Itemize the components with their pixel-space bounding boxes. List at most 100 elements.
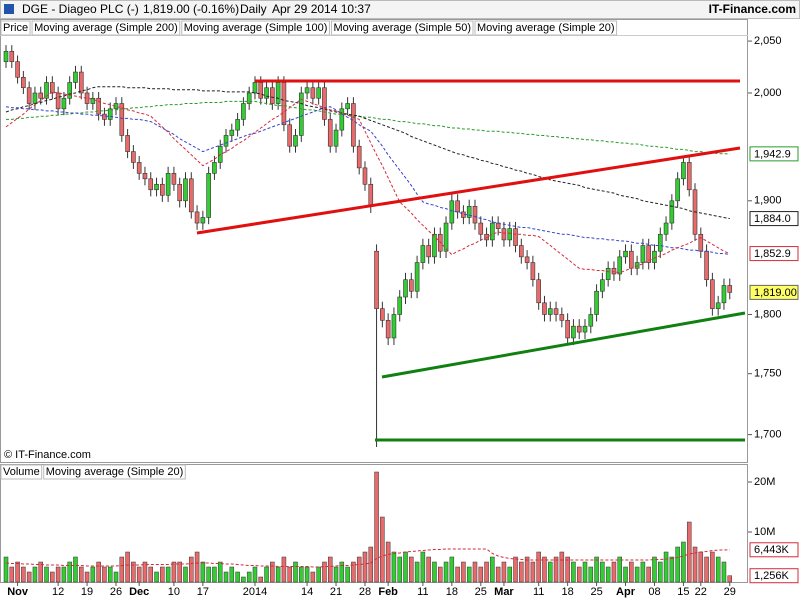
volume-bar bbox=[38, 561, 43, 583]
volume-bar bbox=[310, 571, 316, 583]
legend-entry: Moving average (Simple 200) bbox=[34, 22, 178, 34]
volume-bar bbox=[582, 561, 588, 583]
legend-box bbox=[43, 464, 186, 480]
volume-bar bbox=[200, 561, 206, 583]
candle-body bbox=[223, 135, 229, 147]
volume-bar bbox=[536, 551, 541, 583]
candle-body bbox=[206, 173, 211, 218]
moving-average-line bbox=[5, 548, 730, 568]
volume-bar bbox=[565, 556, 570, 583]
candle-body bbox=[432, 233, 437, 258]
volume-bar bbox=[391, 551, 397, 583]
volume-bar bbox=[258, 576, 264, 583]
candle-body bbox=[403, 279, 408, 298]
candle-body bbox=[530, 262, 536, 281]
candle-body bbox=[252, 82, 258, 94]
volume-bar bbox=[235, 571, 240, 583]
volume-bar bbox=[721, 561, 727, 583]
volume-bar bbox=[438, 566, 443, 583]
candle-body bbox=[449, 200, 455, 224]
volume-bar bbox=[322, 561, 327, 583]
volume-bar bbox=[44, 566, 49, 583]
volume-bar bbox=[333, 566, 339, 583]
x-tick-label: 2014 bbox=[243, 586, 267, 598]
candle-body bbox=[322, 87, 327, 120]
y-tick-label: 2,050 bbox=[754, 35, 782, 47]
candle-body bbox=[466, 206, 472, 218]
moving-average-line bbox=[5, 86, 730, 220]
candle-body bbox=[617, 256, 623, 275]
volume-bar bbox=[194, 551, 200, 583]
candle-body bbox=[478, 222, 484, 235]
candle-body bbox=[547, 308, 553, 315]
candle-body bbox=[270, 87, 275, 104]
volume-bar bbox=[26, 571, 32, 583]
volume-bar bbox=[449, 556, 455, 583]
volume-bar bbox=[727, 575, 732, 583]
x-tick-label: Apr bbox=[616, 586, 636, 598]
x-tick-label: 12 bbox=[52, 586, 64, 598]
volume-bar bbox=[125, 551, 130, 583]
volume-bar bbox=[472, 561, 478, 583]
brand: IT-Finance.com bbox=[709, 2, 796, 16]
volume-bar bbox=[380, 516, 385, 583]
candle-body bbox=[102, 113, 107, 120]
x-tick-label: Dec bbox=[129, 586, 149, 598]
volume-bar bbox=[374, 471, 379, 583]
x-tick-label: 29 bbox=[724, 586, 736, 598]
volume-bar bbox=[397, 556, 402, 583]
candle-body bbox=[495, 222, 501, 229]
candle-body bbox=[183, 178, 188, 202]
candle-body bbox=[623, 250, 628, 258]
x-tick-label: 22 bbox=[695, 586, 707, 598]
volume-panel bbox=[0, 464, 748, 583]
volume-bar bbox=[490, 556, 495, 583]
volume-bar bbox=[275, 566, 281, 583]
volume-bar bbox=[316, 566, 321, 583]
candle-body bbox=[513, 228, 518, 246]
volume-bar bbox=[264, 566, 269, 583]
candle-body bbox=[15, 61, 20, 78]
last-value-box bbox=[749, 284, 799, 300]
candle-body bbox=[414, 262, 420, 292]
last-value-box bbox=[749, 211, 799, 227]
volume-bar bbox=[206, 566, 211, 583]
candle-body bbox=[90, 97, 96, 104]
candle-body bbox=[490, 222, 495, 241]
candle-body bbox=[125, 135, 130, 152]
volume-bar bbox=[189, 556, 194, 583]
candle-body bbox=[652, 250, 657, 263]
volume-bar bbox=[414, 561, 420, 583]
x-tick-label: 25 bbox=[590, 586, 602, 598]
legend-box bbox=[0, 464, 43, 480]
candle-body bbox=[669, 200, 675, 224]
y-tick-label: 20M bbox=[754, 476, 775, 488]
volume-bar bbox=[96, 561, 101, 583]
candle-body bbox=[327, 119, 333, 147]
volume-bar bbox=[67, 561, 72, 583]
candle-body bbox=[524, 256, 530, 263]
x-tick-label: 17 bbox=[197, 586, 209, 598]
volume-bar bbox=[698, 551, 704, 583]
candle-body bbox=[96, 97, 101, 115]
candle-body bbox=[200, 217, 206, 224]
volume-bar bbox=[652, 556, 657, 583]
x-tick-label: 26 bbox=[110, 586, 122, 598]
volume-bar bbox=[530, 561, 536, 583]
volume-bar bbox=[617, 556, 622, 583]
candle-body bbox=[501, 228, 507, 241]
timestamp: Apr 29 2014 10:37 bbox=[272, 2, 371, 16]
volume-bar bbox=[229, 566, 235, 583]
candle-body bbox=[385, 320, 391, 339]
trend-line bbox=[196, 146, 741, 235]
volume-bar bbox=[409, 556, 414, 583]
volume-bar bbox=[663, 551, 669, 583]
candle-body bbox=[698, 233, 704, 252]
volume-bar bbox=[148, 566, 153, 583]
legend-box bbox=[330, 20, 474, 36]
moving-average-line bbox=[6, 100, 730, 155]
candle-body bbox=[293, 135, 298, 147]
x-tick-label: Nov bbox=[7, 586, 29, 598]
x-tick-label: 18 bbox=[562, 586, 574, 598]
